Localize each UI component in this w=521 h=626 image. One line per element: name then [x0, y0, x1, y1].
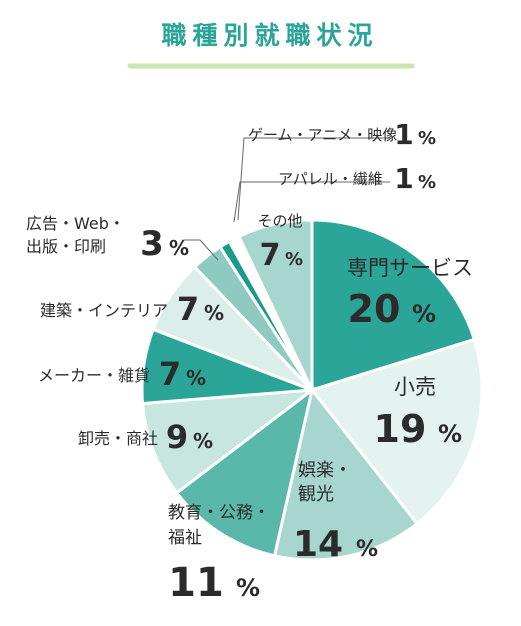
slice-unit-maker: % [186, 366, 206, 390]
slice-unit-kyouiku: % [236, 574, 260, 602]
leader-line-koukoku [184, 239, 219, 261]
slice-value-maker: 7 [159, 355, 181, 393]
slice-unit-koukoku: % [169, 236, 189, 260]
slice-label-kouri: 小売 [394, 375, 436, 399]
slice-unit-sonota: % [285, 249, 303, 270]
leader-line-game [237, 137, 390, 221]
slice-unit-senmon-service: % [412, 300, 436, 328]
slice-label-goraku-line1: 娯楽・ [298, 460, 352, 481]
slice-unit-game: % [418, 128, 436, 149]
slice-value-oroshi: 9 [166, 418, 188, 456]
slice-value-koukoku: 3 [140, 224, 164, 264]
slice-unit-oroshi: % [193, 429, 213, 453]
slice-value-goraku: 14 [293, 524, 343, 565]
slice-label-goraku-line2: 観光 [298, 484, 334, 505]
chart-title: 職種別就職状況 [161, 21, 378, 50]
slice-unit-goraku: % [356, 537, 378, 562]
leader-lines [184, 137, 390, 261]
slice-value-kyouiku: 11 [168, 560, 224, 606]
pie-slice-1 [309, 337, 484, 526]
slice-unit-kenchiku: % [204, 301, 224, 325]
slice-unit-kouri: % [438, 420, 462, 448]
leader-line-apparel [233, 181, 390, 223]
slice-unit-apparel: % [418, 172, 436, 193]
pie-slices [140, 218, 484, 562]
pie-slice-10 [236, 218, 314, 391]
slice-label-kyouiku-line1: 教育・公務・ [168, 503, 270, 523]
slice-value-apparel: 1 [394, 162, 413, 195]
slice-label-kyouiku-line2: 福祉 [168, 528, 202, 548]
slice-label-kenchiku: 建築・インテリア [40, 301, 168, 320]
pie-slice-0 [310, 218, 477, 393]
slice-label-senmon-service: 専門サービス [347, 256, 473, 280]
slice-label-sonota: その他 [257, 212, 302, 230]
slice-label-maker: メーカー・雑貨 [38, 366, 150, 385]
slice-value-game: 1 [394, 118, 413, 151]
slice-value-kouri: 19 [374, 407, 427, 451]
pie-slice-4 [140, 388, 317, 496]
slice-label-game: ゲーム・アニメ・映像 [248, 126, 397, 144]
slice-value-kenchiku: 7 [177, 290, 199, 328]
slice-label-oroshi: 卸売・商社 [78, 429, 158, 448]
slice-label-apparel: アパレル・繊維 [278, 170, 383, 188]
slice-value-senmon-service: 20 [348, 287, 401, 331]
slice-label-koukoku-line1: 広告・Web・ [26, 214, 125, 233]
pie-slice-3 [174, 386, 315, 558]
slice-value-sonota: 7 [260, 238, 281, 273]
slice-label-koukoku-line2: 出版・印刷 [26, 237, 106, 256]
pie-slice-2 [272, 386, 420, 562]
